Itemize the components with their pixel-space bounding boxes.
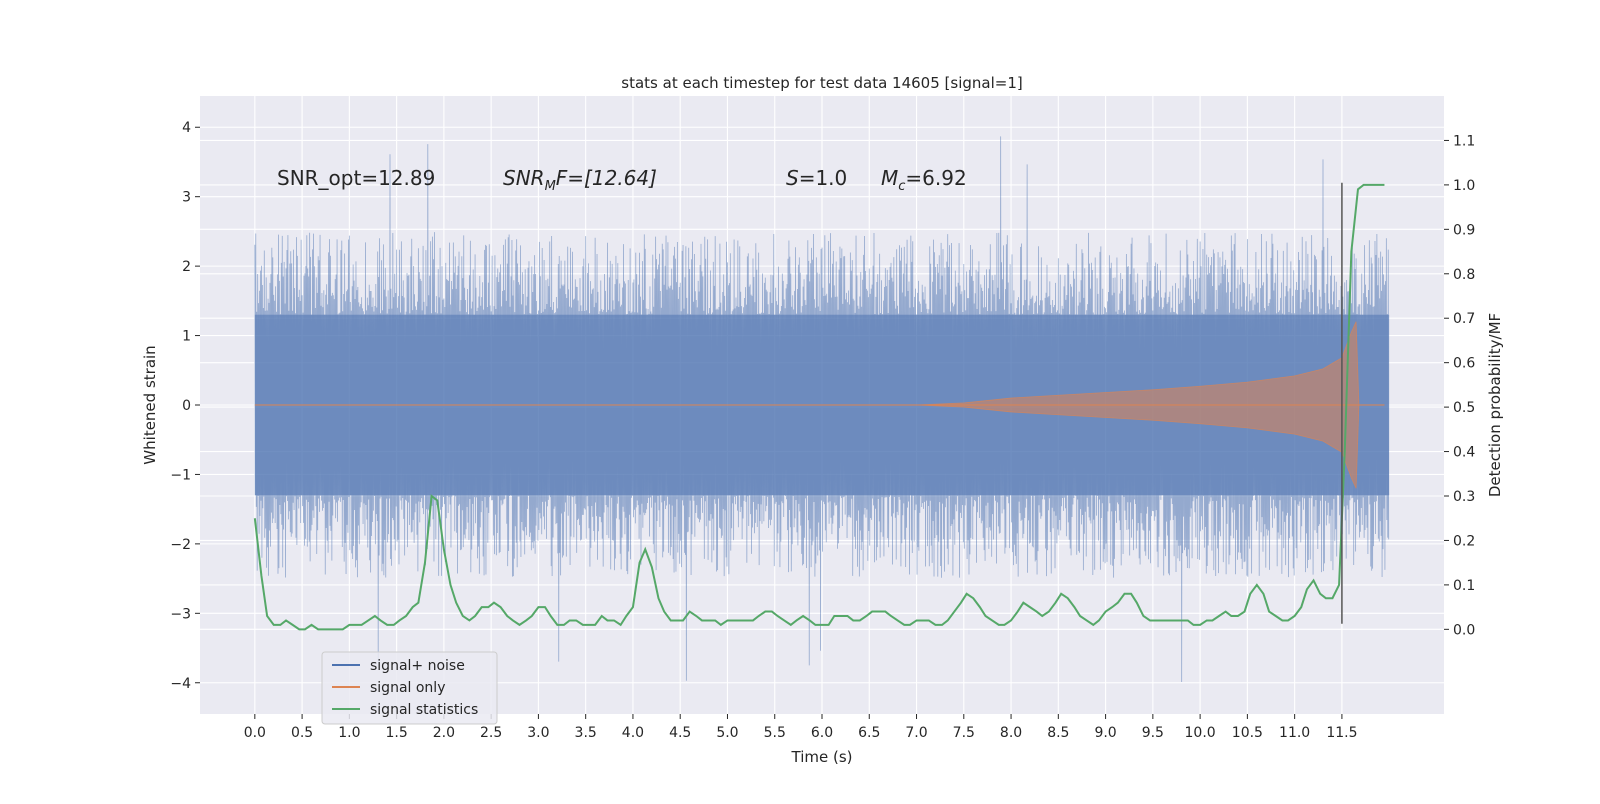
annotation-mc: Mc=6.92 bbox=[881, 166, 967, 194]
y2-tick-label: 0.5 bbox=[1453, 400, 1475, 416]
legend-label-signal-plus-noise: signal+ noise bbox=[370, 658, 465, 674]
y2-tick-label: 0.0 bbox=[1453, 622, 1475, 638]
y-axis-ticks: 4 3 2 1 0 −1 −2 −3 −4 bbox=[170, 120, 200, 692]
y2-tick-label: 0.2 bbox=[1453, 533, 1475, 549]
signal-statistics-line bbox=[253, 183, 1385, 631]
x-tick-label: 9.5 bbox=[1142, 725, 1164, 741]
annotation-snr-mf: SNRMF=[12.64] bbox=[503, 166, 657, 194]
y2-axis-label: Detection probability/MF bbox=[1486, 313, 1504, 497]
y2-tick-label: 0.6 bbox=[1453, 356, 1475, 372]
y-tick-label: 1 bbox=[182, 329, 191, 345]
annotation-s: S=1.0 bbox=[786, 166, 847, 190]
x-tick-label: 4.0 bbox=[622, 725, 644, 741]
y-tick-label: −2 bbox=[170, 537, 191, 553]
x-tick-label: 3.0 bbox=[527, 725, 549, 741]
x-tick-label: 6.0 bbox=[811, 725, 833, 741]
y2-tick-label: 0.3 bbox=[1453, 489, 1475, 505]
x-tick-label: 1.0 bbox=[338, 725, 360, 741]
legend-label-signal-only: signal only bbox=[370, 680, 445, 696]
x-tick-label: 2.5 bbox=[480, 725, 502, 741]
x-tick-label: 9.0 bbox=[1094, 725, 1116, 741]
x-tick-label: 10.5 bbox=[1232, 725, 1263, 741]
y-tick-label: −4 bbox=[170, 676, 191, 692]
y2-tick-label: 1.0 bbox=[1453, 178, 1475, 194]
y2-tick-label: 0.1 bbox=[1453, 578, 1475, 594]
legend-label-signal-statistics: signal statistics bbox=[370, 702, 478, 718]
y-tick-label: −3 bbox=[170, 606, 191, 622]
y-tick-label: 2 bbox=[182, 259, 191, 275]
x-tick-label: 11.0 bbox=[1279, 725, 1310, 741]
x-tick-label: 7.5 bbox=[953, 725, 975, 741]
y-axis-label: Whitened strain bbox=[141, 345, 159, 464]
y2-tick-label: 0.8 bbox=[1453, 267, 1475, 283]
y-tick-label: −1 bbox=[170, 467, 191, 483]
y2-tick-label: 0.4 bbox=[1453, 445, 1475, 461]
x-tick-label: 2.0 bbox=[433, 725, 455, 741]
x-tick-label: 0.5 bbox=[291, 725, 313, 741]
y-tick-label: 0 bbox=[182, 398, 191, 414]
x-tick-label: 11.5 bbox=[1326, 725, 1357, 741]
chart-title: stats at each timestep for test data 146… bbox=[621, 74, 1022, 92]
x-tick-label: 4.5 bbox=[669, 725, 691, 741]
y2-tick-label: 1.1 bbox=[1453, 133, 1475, 149]
x-tick-label: 10.0 bbox=[1185, 725, 1216, 741]
y2-tick-label: 0.9 bbox=[1453, 222, 1475, 238]
x-tick-label: 7.0 bbox=[905, 725, 927, 741]
y2-axis-ticks: 1.1 1.0 0.9 0.8 0.7 0.6 0.5 0.4 0.3 0.2 0.1 0.0 bbox=[1444, 133, 1475, 638]
legend-box bbox=[321, 651, 498, 725]
x-tick-label: 5.5 bbox=[764, 725, 786, 741]
annotation-snr-opt: SNR_opt=12.89 bbox=[277, 166, 435, 190]
y-tick-label: 3 bbox=[182, 190, 191, 206]
legend: signal+ noise signal only signal statist… bbox=[321, 651, 498, 725]
x-tick-label: 1.5 bbox=[385, 725, 407, 741]
x-axis-label: Time (s) bbox=[791, 748, 853, 766]
x-tick-label: 6.5 bbox=[858, 725, 880, 741]
signal-only-series bbox=[254, 321, 1385, 489]
y-tick-label: 4 bbox=[182, 120, 191, 136]
signal-statistics-series bbox=[253, 183, 1385, 631]
x-tick-label: 8.0 bbox=[1000, 725, 1022, 741]
x-tick-label: 5.0 bbox=[716, 725, 738, 741]
x-axis-ticks: 0.0 0.5 1.0 1.5 2.0 2.5 3.0 3.5 4.0 4.5 5.0 5.5 6.0 6… bbox=[244, 714, 1357, 741]
noise-trace bbox=[254, 136, 1390, 683]
x-tick-label: 0.0 bbox=[244, 725, 266, 741]
x-tick-label: 8.5 bbox=[1047, 725, 1069, 741]
x-tick-label: 3.5 bbox=[575, 725, 597, 741]
y2-tick-label: 0.7 bbox=[1453, 311, 1475, 327]
